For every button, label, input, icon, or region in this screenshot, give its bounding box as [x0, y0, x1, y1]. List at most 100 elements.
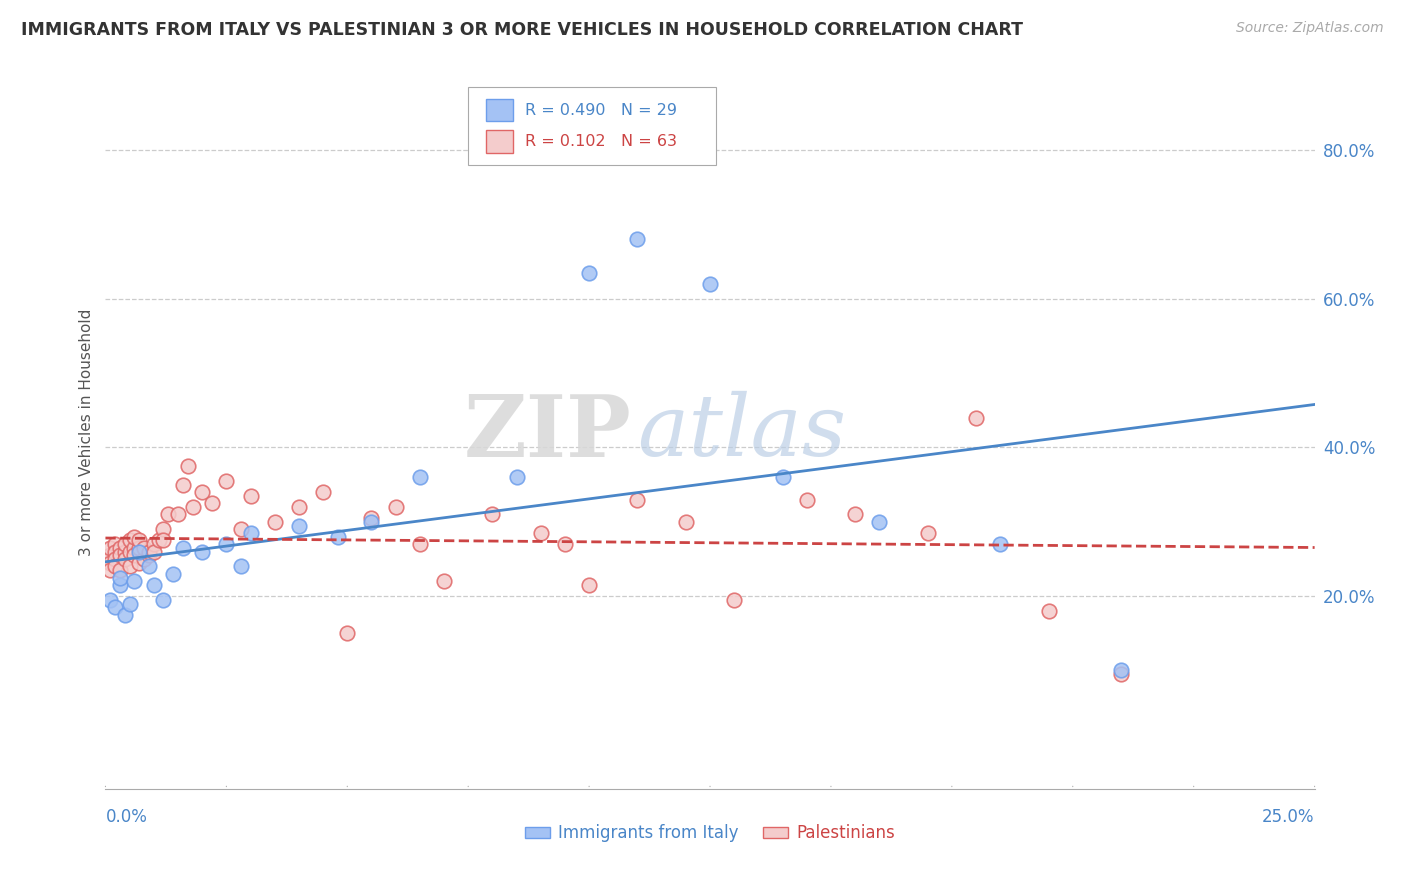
Point	[239, 526, 262, 541]
Point	[868, 515, 890, 529]
Point	[723, 592, 745, 607]
Point	[675, 515, 697, 529]
FancyBboxPatch shape	[468, 87, 716, 165]
Point	[384, 500, 406, 514]
Point	[530, 526, 553, 541]
Text: Source: ZipAtlas.com: Source: ZipAtlas.com	[1236, 21, 1384, 36]
Point	[181, 500, 204, 514]
Text: 0.0%: 0.0%	[105, 808, 148, 826]
Point	[104, 559, 127, 574]
Point	[124, 548, 146, 563]
Point	[118, 533, 141, 548]
Point	[138, 559, 160, 574]
Point	[172, 541, 194, 555]
Point	[312, 485, 335, 500]
Point	[152, 522, 174, 536]
Point	[98, 556, 121, 570]
Point	[578, 578, 600, 592]
Text: atlas: atlas	[637, 392, 846, 474]
Point	[152, 533, 174, 548]
Point	[505, 470, 527, 484]
Point	[138, 548, 160, 563]
FancyBboxPatch shape	[486, 130, 513, 153]
Point	[844, 508, 866, 522]
Point	[191, 485, 214, 500]
Text: IMMIGRANTS FROM ITALY VS PALESTINIAN 3 OR MORE VEHICLES IN HOUSEHOLD CORRELATION: IMMIGRANTS FROM ITALY VS PALESTINIAN 3 O…	[21, 21, 1024, 39]
Point	[114, 544, 136, 558]
Text: 25.0%: 25.0%	[1263, 808, 1315, 826]
Point	[118, 597, 141, 611]
Point	[142, 578, 165, 592]
Point	[326, 530, 349, 544]
Point	[134, 541, 156, 555]
Point	[138, 544, 160, 558]
Point	[118, 544, 141, 558]
Point	[215, 537, 238, 551]
Point	[124, 530, 146, 544]
Point	[104, 552, 127, 566]
Point	[1109, 667, 1132, 681]
Point	[142, 544, 165, 558]
Point	[104, 600, 127, 615]
Point	[554, 537, 576, 551]
Text: R = 0.102   N = 63: R = 0.102 N = 63	[524, 134, 678, 149]
Point	[796, 492, 818, 507]
Point	[124, 574, 146, 589]
Point	[128, 541, 150, 555]
Point	[409, 537, 432, 551]
Point	[104, 544, 127, 558]
Point	[134, 552, 156, 566]
Point	[98, 592, 121, 607]
Point	[98, 563, 121, 577]
Point	[288, 518, 311, 533]
Point	[215, 474, 238, 488]
Point	[699, 277, 721, 291]
Point	[124, 541, 146, 555]
Point	[626, 492, 648, 507]
Point	[162, 566, 184, 581]
Point	[626, 232, 648, 246]
Point	[409, 470, 432, 484]
Point	[98, 548, 121, 563]
Point	[433, 574, 456, 589]
Text: ZIP: ZIP	[464, 391, 631, 475]
Point	[157, 508, 180, 522]
Point	[104, 537, 127, 551]
Legend: Immigrants from Italy, Palestinians: Immigrants from Italy, Palestinians	[517, 818, 903, 849]
Point	[229, 559, 252, 574]
Point	[108, 548, 131, 563]
Point	[128, 533, 150, 548]
Point	[229, 522, 252, 536]
FancyBboxPatch shape	[486, 99, 513, 121]
Point	[128, 556, 150, 570]
Point	[118, 559, 141, 574]
Point	[114, 552, 136, 566]
Point	[98, 541, 121, 555]
Point	[988, 537, 1011, 551]
Point	[114, 607, 136, 622]
Point	[1109, 664, 1132, 678]
Text: R = 0.490   N = 29: R = 0.490 N = 29	[524, 103, 678, 118]
Point	[1038, 604, 1060, 618]
Point	[108, 571, 131, 585]
Point	[917, 526, 939, 541]
Point	[578, 266, 600, 280]
Point	[114, 537, 136, 551]
Point	[360, 511, 382, 525]
Point	[108, 578, 131, 592]
Point	[336, 626, 359, 640]
Point	[167, 508, 190, 522]
Point	[360, 515, 382, 529]
Point	[108, 563, 131, 577]
Point	[142, 537, 165, 551]
Point	[128, 544, 150, 558]
Point	[191, 544, 214, 558]
Y-axis label: 3 or more Vehicles in Household: 3 or more Vehicles in Household	[79, 309, 94, 557]
Point	[201, 496, 224, 510]
Point	[263, 515, 285, 529]
Point	[288, 500, 311, 514]
Point	[148, 533, 170, 548]
Point	[965, 410, 987, 425]
Point	[108, 541, 131, 555]
Point	[481, 508, 503, 522]
